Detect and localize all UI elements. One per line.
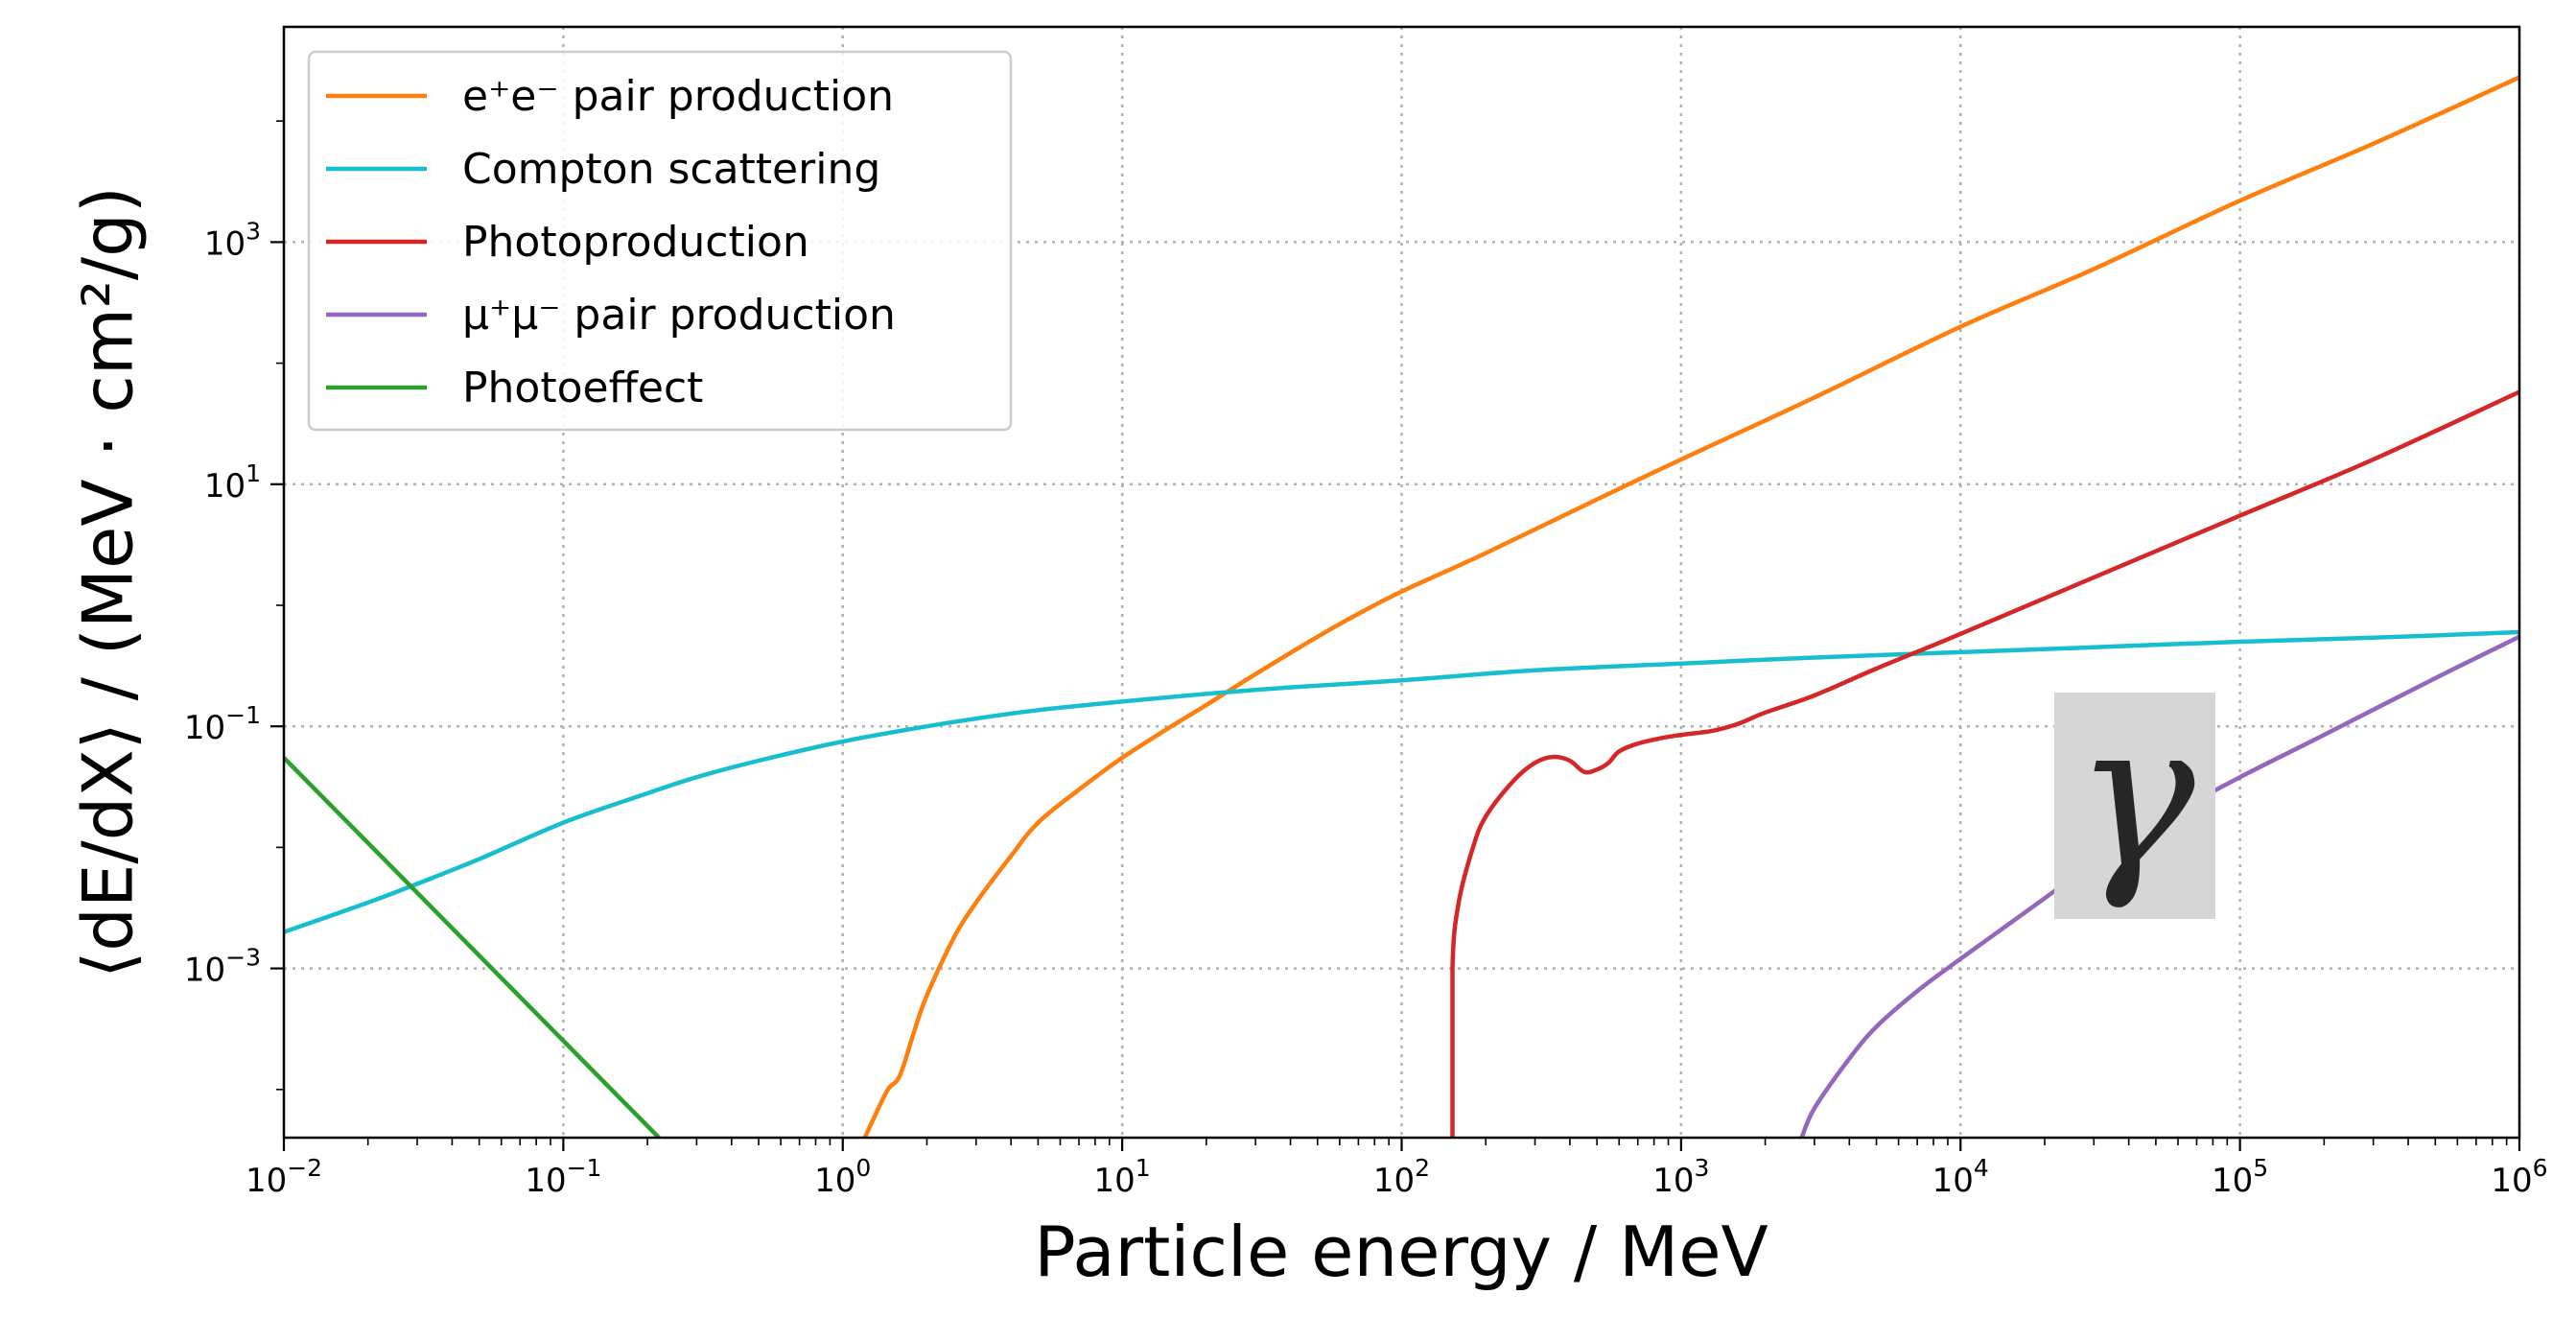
- legend-label: Photoproduction: [462, 218, 809, 267]
- legend-label: e⁺e⁻ pair production: [462, 72, 894, 121]
- legend-label: μ⁺μ⁻ pair production: [462, 291, 896, 340]
- x-tick-exponent: −2: [287, 1154, 322, 1182]
- x-tick-base: 10: [2491, 1162, 2532, 1200]
- y-tick-label: 10−3: [184, 944, 261, 990]
- x-tick-label: 104: [1932, 1154, 1989, 1200]
- gamma-badge-box: [2054, 693, 2215, 919]
- x-tick-exponent: 1: [1136, 1154, 1151, 1182]
- legend-label: Compton scattering: [462, 145, 880, 194]
- x-tick-label: 101: [1094, 1154, 1151, 1200]
- gamma-annotation: γ: [2074, 678, 2195, 913]
- x-tick-label: 105: [2212, 1154, 2268, 1200]
- axis-ticks: [270, 120, 2521, 1151]
- x-tick-label: 10−2: [246, 1154, 322, 1200]
- y-tick-exponent: 1: [246, 459, 261, 487]
- x-tick-base: 10: [246, 1162, 287, 1200]
- legend: e⁺e⁻ pair production Compton scattering Ph…: [307, 50, 1013, 432]
- x-tick-exponent: 2: [1415, 1154, 1430, 1182]
- x-tick-label: 100: [814, 1154, 871, 1200]
- series-line-1: [284, 629, 2519, 934]
- x-tick-base: 10: [1652, 1162, 1694, 1200]
- y-tick-label: 103: [204, 217, 261, 263]
- x-tick-label: 103: [1652, 1154, 1709, 1200]
- x-tick-base: 10: [1932, 1162, 1974, 1200]
- y-tick-exponent: 3: [246, 217, 261, 245]
- series-line-4: [284, 756, 661, 1138]
- gamma-badge: γ: [2054, 678, 2215, 919]
- x-tick-exponent: −1: [567, 1154, 602, 1182]
- series-line-2: [1450, 389, 2519, 1138]
- x-axis-label: Particle energy / MeV: [1034, 1212, 1768, 1292]
- y-tick-label: 101: [204, 459, 261, 506]
- legend-box: [307, 50, 1013, 432]
- x-tick-exponent: 3: [1695, 1154, 1710, 1182]
- x-tick-label: 102: [1373, 1154, 1430, 1200]
- x-tick-base: 10: [2212, 1162, 2253, 1200]
- x-tick-label: 10−1: [525, 1154, 601, 1200]
- x-tick-exponent: 4: [1974, 1154, 1989, 1182]
- plot-frame: [282, 25, 2521, 1140]
- y-tick-label: 10−1: [184, 701, 261, 747]
- y-tick-base: 10: [204, 224, 246, 263]
- y-tick-exponent: −3: [225, 944, 261, 972]
- x-tick-exponent: 6: [2533, 1154, 2548, 1182]
- x-tick-base: 10: [814, 1162, 855, 1200]
- tick-labels: 10−2 10−1 100 101 102 103 104 105 10610−310−1101…: [184, 217, 2548, 1200]
- y-tick-exponent: −1: [225, 701, 261, 729]
- x-tick-base: 10: [1094, 1162, 1136, 1200]
- y-tick-base: 10: [184, 709, 225, 747]
- x-tick-exponent: 0: [855, 1154, 871, 1182]
- x-tick-exponent: 5: [2253, 1154, 2268, 1182]
- x-tick-label: 106: [2491, 1154, 2547, 1200]
- x-tick-base: 10: [1373, 1162, 1415, 1200]
- legend-label: Photoeffect: [462, 364, 703, 412]
- y-tick-base: 10: [184, 952, 225, 990]
- y-tick-base: 10: [204, 467, 246, 506]
- y-axis-label: ⟨dE/dX⟩ / (MeV · cm²/g): [68, 186, 149, 978]
- x-tick-base: 10: [525, 1162, 566, 1200]
- series-line-0: [862, 75, 2519, 1138]
